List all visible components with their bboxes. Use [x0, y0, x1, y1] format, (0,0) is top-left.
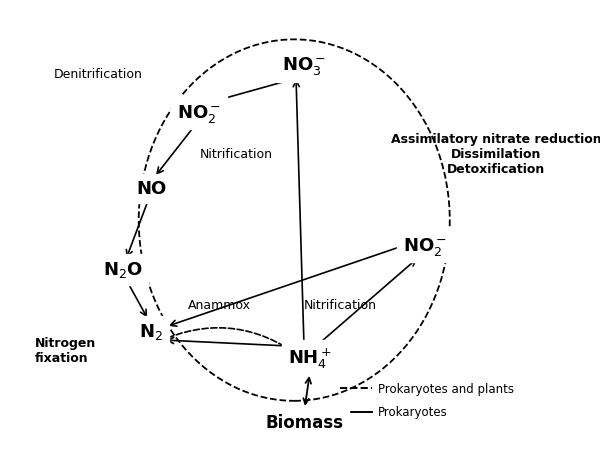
Text: Denitrification: Denitrification [53, 68, 142, 81]
Text: Nitrogen
fixation: Nitrogen fixation [35, 337, 96, 364]
Text: Prokaryotes: Prokaryotes [378, 406, 448, 419]
Text: NH$_4^+$: NH$_4^+$ [288, 346, 332, 370]
Text: Biomass: Biomass [266, 413, 344, 431]
Text: Prokaryotes and plants: Prokaryotes and plants [378, 382, 514, 395]
Text: Nitrification: Nitrification [304, 299, 377, 312]
Text: NO$_2^-$: NO$_2^-$ [403, 235, 447, 257]
Text: NO$_3^-$: NO$_3^-$ [283, 55, 327, 77]
Text: N$_2$: N$_2$ [139, 321, 163, 341]
Text: Anammox: Anammox [188, 299, 251, 312]
Text: Nitrification: Nitrification [200, 148, 273, 161]
Text: N$_2$O: N$_2$O [103, 260, 143, 280]
Text: Assimilatory nitrate reduction
Dissimilation
Detoxification: Assimilatory nitrate reduction Dissimila… [391, 133, 600, 176]
Text: NO: NO [136, 180, 167, 198]
Text: NO$_2^-$: NO$_2^-$ [177, 102, 221, 124]
